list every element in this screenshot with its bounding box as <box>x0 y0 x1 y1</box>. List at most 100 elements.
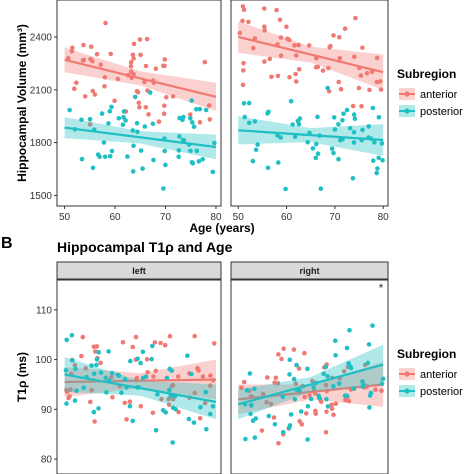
data-point-posterior <box>91 409 97 415</box>
data-point-posterior <box>380 158 385 163</box>
data-point-posterior <box>296 121 302 127</box>
data-point-posterior <box>374 170 380 176</box>
data-point-posterior <box>305 437 310 442</box>
data-point-anterior <box>239 385 244 391</box>
data-point-posterior <box>288 412 294 417</box>
data-point-posterior <box>90 165 96 171</box>
data-point-anterior <box>278 35 284 40</box>
data-point-anterior <box>264 399 269 405</box>
data-point-posterior <box>313 141 319 147</box>
data-point-anterior <box>294 53 299 58</box>
data-point-posterior <box>287 357 293 363</box>
data-point-posterior <box>69 332 75 338</box>
data-point-posterior <box>346 361 351 366</box>
data-point-anterior <box>175 374 181 379</box>
data-point-posterior <box>132 94 138 100</box>
data-point-posterior <box>367 393 373 398</box>
data-point-posterior <box>310 146 316 151</box>
data-point-posterior <box>247 371 253 376</box>
data-point-anterior <box>287 74 292 80</box>
data-point-anterior <box>378 87 384 92</box>
data-point-posterior <box>189 98 194 103</box>
data-point-anterior <box>192 390 197 396</box>
fit-line-anterior <box>237 35 384 74</box>
facet-strip <box>56 261 222 280</box>
data-point-anterior <box>94 51 100 57</box>
data-point-anterior <box>294 79 299 84</box>
legend-title: Subregion <box>397 347 456 361</box>
data-point-posterior <box>200 157 205 162</box>
data-point-anterior <box>315 64 321 70</box>
data-point-anterior <box>89 388 94 393</box>
data-point-anterior <box>276 352 281 357</box>
data-point-anterior <box>161 111 167 116</box>
data-point-anterior <box>262 59 267 64</box>
data-point-posterior <box>67 107 72 113</box>
data-point-posterior <box>288 98 294 104</box>
data-point-posterior <box>380 376 386 382</box>
data-point-anterior <box>81 42 86 48</box>
data-point-posterior <box>103 375 108 381</box>
data-point-posterior <box>94 362 99 368</box>
data-point-posterior <box>191 420 197 425</box>
legend-label-anterior: anterior <box>420 369 458 381</box>
data-point-posterior <box>250 158 256 164</box>
data-point-posterior <box>360 384 365 389</box>
data-point-posterior <box>127 403 133 409</box>
data-point-anterior <box>281 346 287 352</box>
x-tick-label: 80 <box>210 212 222 223</box>
data-point-posterior <box>73 366 78 372</box>
data-point-posterior <box>331 150 336 156</box>
legend-label-anterior: anterior <box>420 89 458 101</box>
data-point-posterior <box>131 143 136 149</box>
data-point-posterior <box>347 327 352 333</box>
data-point-anterior <box>208 373 213 378</box>
data-point-anterior <box>128 64 134 69</box>
panel-right: right <box>230 261 389 474</box>
data-point-posterior <box>344 345 350 351</box>
panel-left: left 80 90 100 110 <box>35 261 222 474</box>
data-point-anterior <box>211 341 217 346</box>
data-point-anterior <box>364 70 370 76</box>
data-point-posterior <box>95 152 101 157</box>
data-point-anterior <box>353 15 358 21</box>
data-point-anterior <box>320 68 326 73</box>
x-tick-label: 50 <box>59 212 71 223</box>
data-point-posterior <box>130 169 136 174</box>
data-point-posterior <box>151 157 156 163</box>
data-point-anterior <box>153 368 159 374</box>
data-point-posterior <box>315 151 321 156</box>
data-point-posterior <box>379 381 385 387</box>
data-point-posterior <box>189 371 194 377</box>
data-point-posterior <box>298 409 304 414</box>
data-point-anterior <box>164 95 169 100</box>
data-point-anterior <box>313 411 319 416</box>
fit-line-posterior <box>64 126 217 149</box>
data-point-anterior <box>69 49 75 54</box>
data-point-anterior <box>356 85 362 91</box>
data-point-posterior <box>120 122 126 128</box>
data-point-anterior <box>151 374 156 379</box>
data-point-posterior <box>162 148 167 154</box>
data-point-posterior <box>140 349 146 355</box>
data-point-posterior <box>70 358 75 363</box>
data-point-posterior <box>163 162 168 168</box>
data-point-posterior <box>121 109 127 114</box>
data-point-posterior <box>333 353 338 358</box>
data-point-anterior <box>138 52 143 58</box>
data-point-posterior <box>350 176 356 181</box>
data-point-posterior <box>370 105 376 111</box>
data-point-anterior <box>274 7 279 13</box>
data-point-posterior <box>64 337 69 343</box>
x-tick-label: 50 <box>233 212 245 223</box>
y-tick-label: 2100 <box>30 85 53 96</box>
data-point-posterior <box>371 158 376 163</box>
data-point-posterior <box>252 435 258 440</box>
x-tick-label: 70 <box>160 212 172 223</box>
data-point-anterior <box>166 402 172 408</box>
panel-label: B <box>1 235 13 252</box>
data-point-anterior <box>323 430 329 435</box>
data-point-posterior <box>336 156 341 162</box>
data-point-anterior <box>271 415 277 420</box>
chart-title: Hippocampal T1ρ and Age <box>57 239 233 255</box>
